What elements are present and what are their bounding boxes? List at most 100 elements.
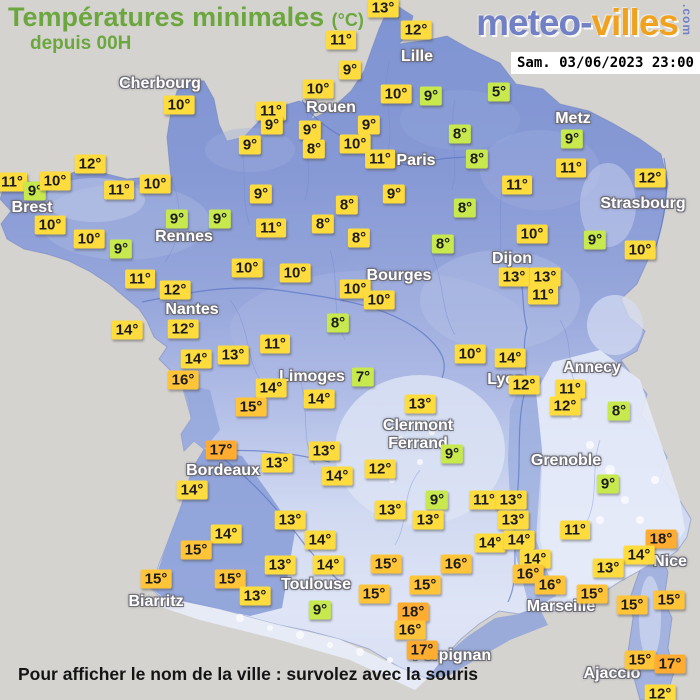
temp-badge[interactable]: 15° bbox=[370, 554, 402, 574]
temp-badge[interactable]: 12° bbox=[508, 375, 540, 395]
temp-badge[interactable]: 13° bbox=[217, 345, 249, 365]
temp-badge[interactable]: 11° bbox=[125, 269, 155, 289]
temp-badge[interactable]: 11° bbox=[0, 172, 27, 192]
temp-badge[interactable]: 13° bbox=[374, 500, 406, 520]
temp-badge[interactable]: 12° bbox=[549, 396, 581, 416]
temp-badge[interactable]: 9° bbox=[298, 120, 322, 140]
temp-badge[interactable]: 9° bbox=[596, 474, 620, 494]
temp-badge[interactable]: 8° bbox=[448, 124, 472, 144]
temp-badge[interactable]: 14° bbox=[474, 533, 506, 553]
temp-badge[interactable]: 13° bbox=[261, 453, 293, 473]
temp-badge[interactable]: 17° bbox=[654, 654, 686, 674]
temp-badge[interactable]: 18° bbox=[645, 529, 677, 549]
temp-badge[interactable]: 14° bbox=[303, 389, 335, 409]
temp-badge[interactable]: 15° bbox=[409, 575, 441, 595]
temp-badge[interactable]: 11° bbox=[556, 158, 586, 178]
temp-badge[interactable]: 17° bbox=[205, 440, 237, 460]
temp-badge[interactable]: 10° bbox=[139, 174, 171, 194]
temp-badge[interactable]: 10° bbox=[39, 171, 71, 191]
temp-badge[interactable]: 14° bbox=[503, 530, 535, 550]
temp-badge[interactable]: 10° bbox=[163, 95, 195, 115]
temp-badge[interactable]: 10° bbox=[231, 258, 263, 278]
temp-badge[interactable]: 10° bbox=[380, 84, 412, 104]
temp-badge[interactable]: 9° bbox=[208, 209, 232, 229]
temp-badge[interactable]: 8° bbox=[302, 139, 326, 159]
temp-badge[interactable]: 11° bbox=[560, 520, 590, 540]
temp-badge[interactable]: 13° bbox=[367, 0, 399, 18]
temp-badge[interactable]: 13° bbox=[404, 394, 436, 414]
temp-badge[interactable]: 8° bbox=[431, 234, 455, 254]
temp-badge[interactable]: 9° bbox=[260, 115, 284, 135]
meteo-villes-logo[interactable]: meteo-villes .com bbox=[476, 2, 694, 44]
temp-badge[interactable]: 14° bbox=[180, 349, 212, 369]
temp-badge[interactable]: 11° bbox=[528, 285, 558, 305]
temp-badge[interactable]: 9° bbox=[419, 86, 443, 106]
temp-badge[interactable]: 10° bbox=[34, 215, 66, 235]
temp-badge[interactable]: 10° bbox=[454, 344, 486, 364]
temp-badge[interactable]: 10° bbox=[73, 229, 105, 249]
temp-badge[interactable]: 12° bbox=[159, 280, 191, 300]
temp-badge[interactable]: 11° bbox=[502, 175, 532, 195]
temp-badge[interactable]: 11° bbox=[555, 379, 585, 399]
temp-badge[interactable]: 14° bbox=[519, 549, 551, 569]
temp-badge[interactable]: 13° bbox=[592, 558, 624, 578]
temp-badge[interactable]: 10° bbox=[339, 279, 371, 299]
temp-badge[interactable]: 12° bbox=[400, 20, 432, 40]
temp-badge[interactable]: 14° bbox=[111, 320, 143, 340]
temp-badge[interactable]: 16° bbox=[534, 575, 566, 595]
temp-badge[interactable]: 10° bbox=[516, 224, 548, 244]
temp-badge[interactable]: 15° bbox=[653, 590, 685, 610]
temp-badge[interactable]: 9° bbox=[425, 490, 449, 510]
temp-badge[interactable]: 13° bbox=[264, 555, 296, 575]
temp-badge[interactable]: 9° bbox=[382, 184, 406, 204]
temp-badge[interactable]: 8° bbox=[465, 149, 489, 169]
temp-badge[interactable]: 14° bbox=[494, 348, 526, 368]
temp-badge[interactable]: 15° bbox=[180, 540, 212, 560]
temp-badge[interactable]: 9° bbox=[249, 184, 273, 204]
temp-badge[interactable]: 9° bbox=[440, 444, 464, 464]
temp-badge[interactable]: 15° bbox=[576, 584, 608, 604]
temp-badge[interactable]: 10° bbox=[624, 240, 656, 260]
temp-badge[interactable]: 17° bbox=[406, 640, 438, 660]
temp-badge[interactable]: 16° bbox=[394, 620, 426, 640]
temp-badge[interactable]: 8° bbox=[607, 401, 631, 421]
temp-badge[interactable]: 10° bbox=[339, 134, 371, 154]
temp-badge[interactable]: 15° bbox=[140, 569, 172, 589]
temp-badge[interactable]: 13° bbox=[497, 510, 529, 530]
temp-badge[interactable]: 10° bbox=[279, 263, 311, 283]
temp-badge[interactable]: 10° bbox=[302, 79, 334, 99]
temp-badge[interactable]: 13° bbox=[274, 510, 306, 530]
temp-badge[interactable]: 11° bbox=[104, 180, 134, 200]
temp-badge[interactable]: 11° bbox=[469, 490, 499, 510]
temp-badge[interactable]: 9° bbox=[560, 129, 584, 149]
temp-badge[interactable]: 9° bbox=[165, 209, 189, 229]
temp-badge[interactable]: 11° bbox=[365, 149, 395, 169]
temp-badge[interactable]: 14° bbox=[176, 480, 208, 500]
temp-badge[interactable]: 15° bbox=[235, 397, 267, 417]
temp-badge[interactable]: 11° bbox=[326, 30, 356, 50]
temp-badge[interactable]: 11° bbox=[256, 218, 286, 238]
temp-badge[interactable]: 15° bbox=[214, 569, 246, 589]
temp-badge[interactable]: 14° bbox=[623, 545, 655, 565]
temp-badge[interactable]: 13° bbox=[498, 267, 530, 287]
temp-badge[interactable]: 8° bbox=[347, 228, 371, 248]
temp-badge[interactable]: 14° bbox=[312, 555, 344, 575]
temp-badge[interactable]: 15° bbox=[358, 584, 390, 604]
temp-badge[interactable]: 12° bbox=[167, 319, 199, 339]
temp-badge[interactable]: 13° bbox=[239, 586, 271, 606]
temp-badge[interactable]: 9° bbox=[583, 230, 607, 250]
temp-badge[interactable]: 14° bbox=[321, 466, 353, 486]
temp-badge[interactable]: 14° bbox=[210, 524, 242, 544]
temp-badge[interactable]: 9° bbox=[109, 239, 133, 259]
temp-badge[interactable]: 8° bbox=[335, 195, 359, 215]
temp-badge[interactable]: 14° bbox=[304, 530, 336, 550]
temp-badge[interactable]: 8° bbox=[311, 214, 335, 234]
temp-badge[interactable]: 14° bbox=[255, 378, 287, 398]
temp-badge[interactable]: 13° bbox=[529, 267, 561, 287]
temp-badge[interactable]: 18° bbox=[397, 602, 429, 622]
temp-badge[interactable]: 16° bbox=[167, 370, 199, 390]
temp-badge[interactable]: 8° bbox=[326, 313, 350, 333]
temp-badge[interactable]: 12° bbox=[364, 459, 396, 479]
temp-badge[interactable]: 5° bbox=[487, 82, 511, 102]
temp-badge[interactable]: 12° bbox=[74, 154, 106, 174]
